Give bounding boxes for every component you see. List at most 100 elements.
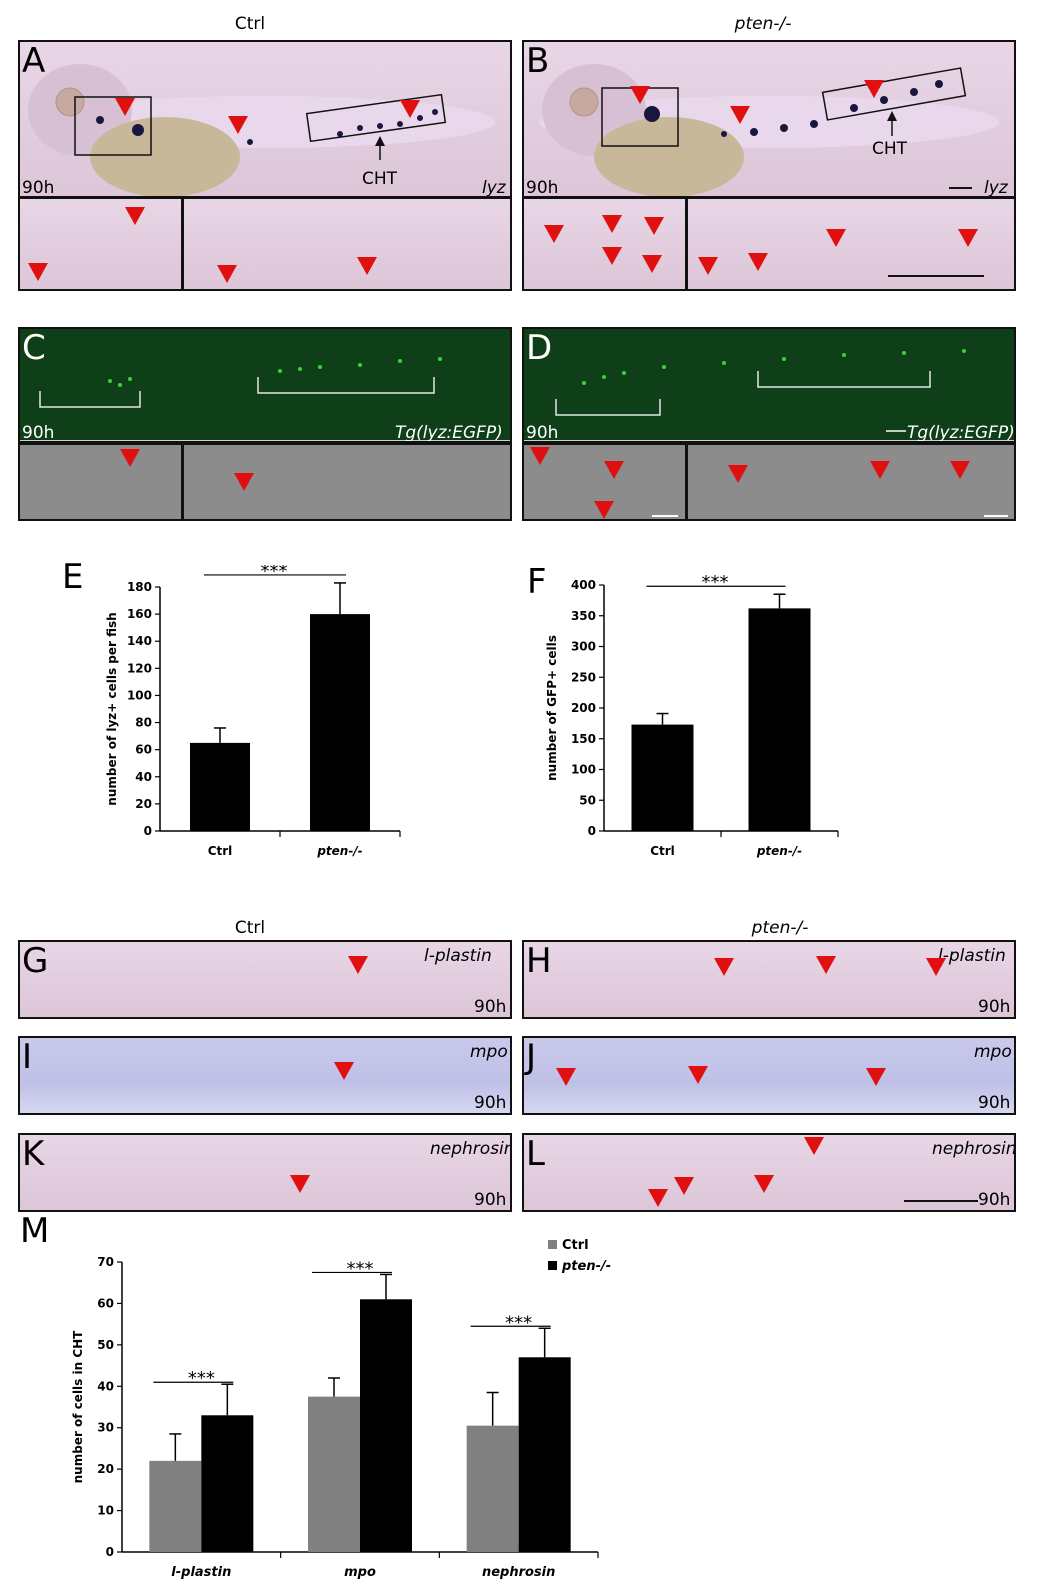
bar — [310, 614, 370, 831]
y-tick-label: 0 — [144, 824, 152, 838]
larva-b-drawing — [539, 64, 999, 196]
y-tick-label: 180 — [127, 580, 152, 594]
panel-g-time: 90h — [474, 997, 507, 1017]
panel-j-gene: mpo — [974, 1042, 1012, 1062]
arrowhead-marker — [228, 116, 248, 134]
arrowhead-marker — [28, 263, 48, 281]
scale-bar — [888, 275, 984, 277]
panel-k-time: 90h — [474, 1190, 507, 1210]
y-tick-label: 30 — [97, 1421, 114, 1435]
arrowhead-marker — [290, 1175, 310, 1193]
panel-i-letter: I — [22, 1037, 33, 1077]
panel-j-image: J mpo 90h — [522, 1036, 1016, 1115]
panel-j-letter: J — [526, 1037, 537, 1077]
panel-b-time: 90h — [526, 178, 559, 198]
panel-d-image: D 90h Tg(lyz:EGFP) — [522, 327, 1016, 443]
panel-h-image: H l-plastin 90h — [522, 940, 1016, 1019]
scale-bar — [904, 1200, 978, 1202]
arrowhead-marker — [594, 501, 614, 519]
panel-b-gene: lyz — [984, 178, 1008, 198]
arrowhead-marker — [748, 253, 768, 271]
chart-f-gfp-cells: 0 50 100 150 200 250 300 350 400 Ctrl pten-/- *** nu… — [545, 572, 839, 858]
panel-j-time: 90h — [978, 1093, 1011, 1113]
panel-k-image: K nephrosin 90h — [18, 1133, 512, 1212]
gfp-d-drawing — [524, 349, 1014, 441]
panel-i-time: 90h — [474, 1093, 507, 1113]
arrowhead-marker — [644, 217, 664, 235]
arrowhead-marker — [730, 106, 750, 124]
arrowhead-marker — [348, 956, 368, 974]
x-tick-label: nephrosin — [482, 1565, 555, 1580]
x-tick-label: Ctrl — [650, 844, 675, 858]
panel-a-gene: lyz — [482, 178, 506, 198]
header-pten-top: pten-/- — [734, 14, 792, 34]
y-tick-label: 40 — [135, 770, 152, 784]
panel-l-gene: nephrosin — [932, 1139, 1016, 1159]
panel-m-letter: M — [20, 1211, 50, 1251]
larva-a-drawing — [28, 64, 495, 196]
header-ctrl-top: Ctrl — [234, 14, 266, 34]
scale-bar — [652, 515, 678, 517]
arrowhead-marker — [926, 958, 946, 976]
arrowhead-marker — [125, 207, 145, 225]
panel-l-image: L nephrosin 90h — [522, 1133, 1016, 1212]
panel-a-letter: A — [22, 41, 46, 81]
bar-ctrl — [308, 1396, 360, 1552]
header-pten-mid: pten-/- — [751, 918, 809, 938]
y-tick-label: 50 — [579, 793, 596, 807]
panel-d-inset-tail — [686, 443, 1016, 521]
panel-b-region-label: CHT — [872, 139, 908, 159]
arrowhead-marker — [357, 257, 377, 275]
y-axis-label: number of lyz+ cells per fish — [105, 612, 119, 805]
arrowhead-marker — [950, 461, 970, 479]
arrowhead-marker — [816, 956, 836, 974]
panel-c-image: C 90h Tg(lyz:EGFP) — [18, 327, 512, 443]
y-tick-label: 400 — [571, 578, 596, 592]
arrowhead-marker — [870, 461, 890, 479]
bar-pten — [518, 1357, 571, 1552]
panel-k-gene: nephrosin — [430, 1139, 512, 1159]
panel-i-gene: mpo — [470, 1042, 508, 1062]
y-tick-label: 160 — [127, 607, 152, 621]
panel-b-image: B CHT 90h lyz — [522, 40, 1016, 198]
panel-h-gene: l-plastin — [938, 946, 1006, 966]
significance-label: *** — [188, 1368, 215, 1389]
arrowhead-marker — [630, 86, 650, 104]
legend-swatch — [548, 1261, 557, 1270]
bar — [631, 724, 694, 831]
arrowhead-marker — [698, 257, 718, 275]
significance-label: *** — [347, 1258, 374, 1279]
arrowhead-marker — [604, 461, 624, 479]
arrowhead-marker — [530, 447, 550, 465]
y-tick-label: 80 — [135, 716, 152, 730]
panel-d-inset-head — [522, 443, 687, 521]
y-tick-label: 200 — [571, 701, 596, 715]
panel-c-inset-tail — [182, 443, 512, 521]
x-tick-label: Ctrl — [208, 844, 233, 858]
y-tick-label: 100 — [571, 763, 596, 777]
arrowhead-marker — [674, 1177, 694, 1195]
bar-pten — [360, 1299, 412, 1552]
legend-label: Ctrl — [562, 1238, 589, 1253]
panel-a-region-label: CHT — [362, 169, 398, 189]
y-tick-label: 250 — [571, 670, 596, 684]
arrowhead-marker — [120, 449, 140, 467]
panel-h-letter: H — [526, 941, 552, 981]
y-tick-label: 350 — [571, 609, 596, 623]
bar — [748, 608, 811, 831]
bar-ctrl — [466, 1425, 519, 1552]
arrowhead-marker — [115, 98, 135, 116]
significance-label: *** — [702, 572, 729, 593]
y-tick-label: 40 — [97, 1379, 114, 1393]
panel-l-letter: L — [526, 1134, 545, 1174]
header-ctrl-mid: Ctrl — [234, 918, 266, 938]
panel-c-gene: Tg(lyz:EGFP) — [395, 423, 503, 443]
bar-pten — [201, 1415, 254, 1552]
y-tick-label: 60 — [135, 743, 152, 757]
chart-m-cht-cells: 0 10 20 30 40 50 60 70 *** l-plastin *** mpo *** neph… — [71, 1238, 611, 1580]
y-tick-label: 100 — [127, 688, 152, 702]
x-tick-label: mpo — [344, 1565, 376, 1580]
arrowhead-marker — [642, 255, 662, 273]
panel-a-inset-head — [18, 197, 183, 291]
arrowhead-marker — [728, 465, 748, 483]
